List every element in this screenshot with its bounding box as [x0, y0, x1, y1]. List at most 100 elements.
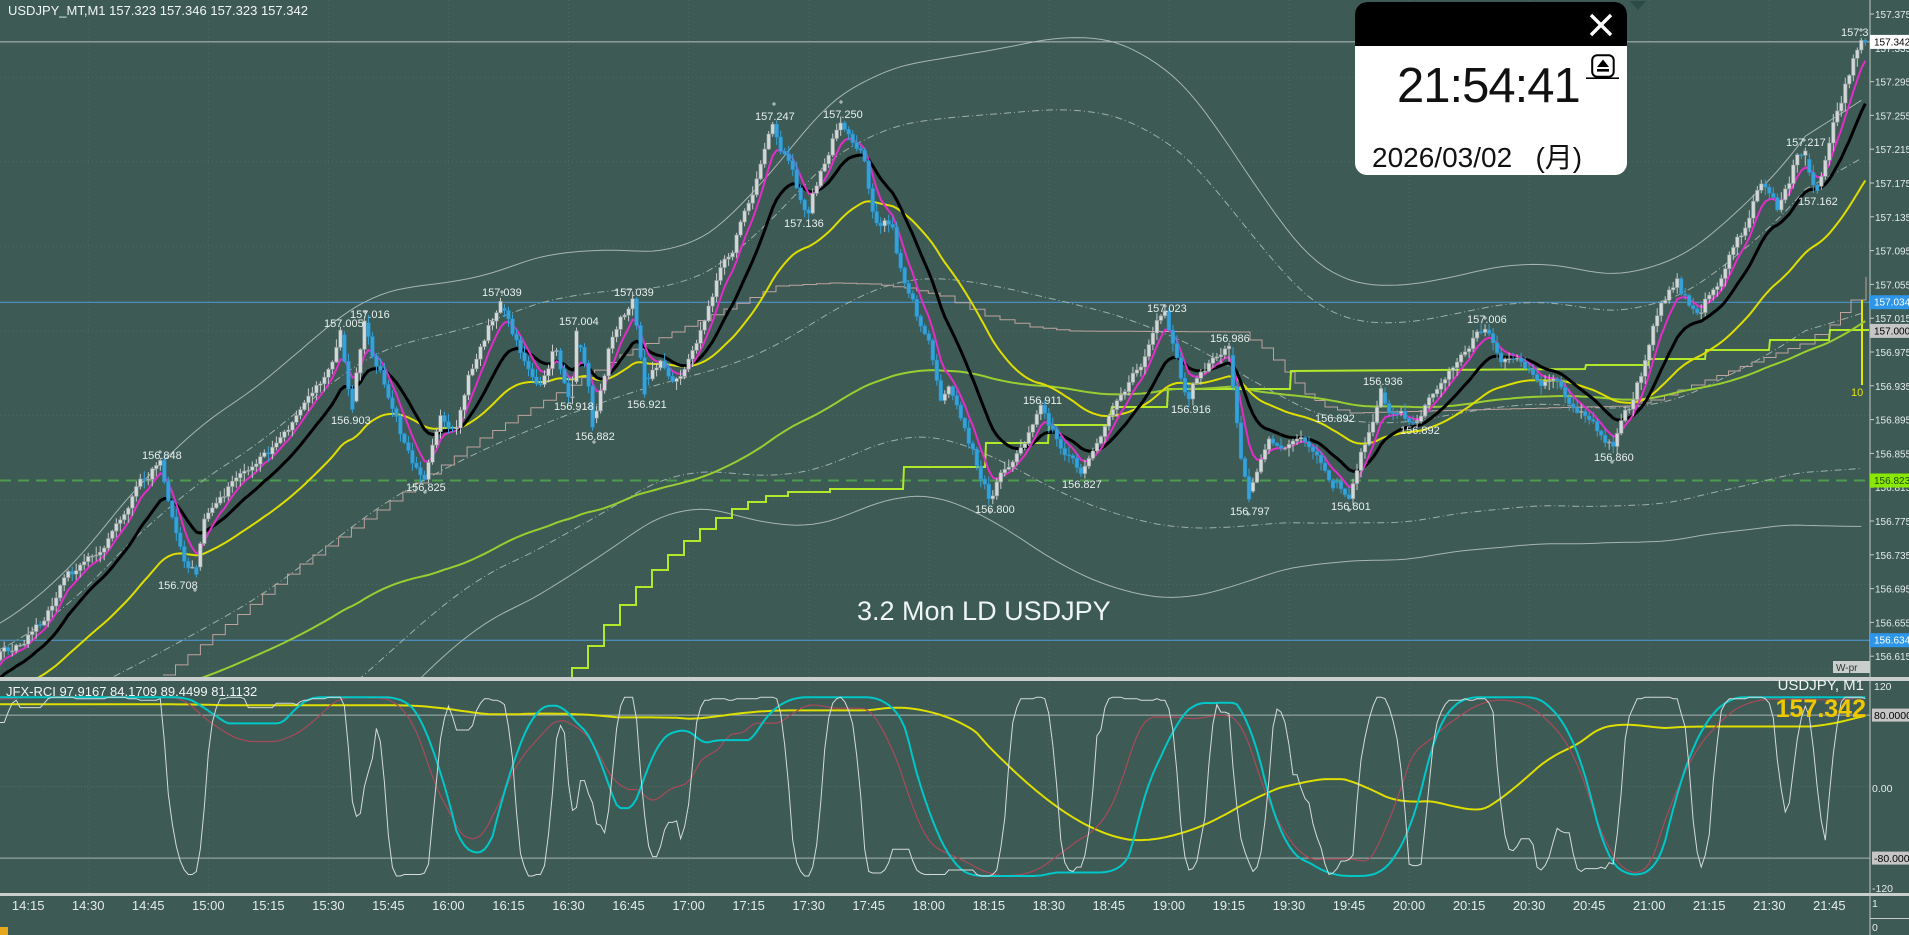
- svg-text:17:15: 17:15: [732, 898, 765, 913]
- svg-text:21:30: 21:30: [1753, 898, 1786, 913]
- svg-text:156.911: 156.911: [1023, 395, 1062, 407]
- svg-text:156.855: 156.855: [1875, 449, 1909, 460]
- svg-text:0: 0: [1872, 922, 1878, 934]
- svg-text:157.136: 157.136: [784, 218, 824, 230]
- svg-text:18:45: 18:45: [1093, 898, 1126, 913]
- svg-text:21:15: 21:15: [1693, 898, 1726, 913]
- svg-text:156.655: 156.655: [1875, 618, 1909, 629]
- svg-text:3.2 Mon LD USDJPY: 3.2 Mon LD USDJPY: [857, 596, 1111, 626]
- svg-text:16:45: 16:45: [612, 898, 645, 913]
- svg-text:156.801: 156.801: [1331, 501, 1371, 513]
- svg-text:157.342: 157.342: [1874, 37, 1909, 48]
- svg-text:17:45: 17:45: [852, 898, 885, 913]
- svg-text:156.797: 156.797: [1230, 506, 1270, 518]
- svg-text:157.055: 157.055: [1875, 280, 1909, 291]
- svg-text:156.708: 156.708: [158, 580, 198, 592]
- svg-text:157.005: 157.005: [324, 318, 364, 330]
- svg-text:157.375: 157.375: [1875, 10, 1909, 21]
- svg-text:19:30: 19:30: [1273, 898, 1306, 913]
- svg-text:18:15: 18:15: [973, 898, 1006, 913]
- svg-text:157.217: 157.217: [1786, 137, 1826, 149]
- svg-text:156.827: 156.827: [1062, 479, 1102, 491]
- svg-text:156.882: 156.882: [575, 431, 615, 443]
- svg-text:156.800: 156.800: [975, 504, 1015, 516]
- svg-text:W-pr: W-pr: [1836, 663, 1858, 674]
- svg-text:20:45: 20:45: [1573, 898, 1606, 913]
- svg-text:USDJPY, M1: USDJPY, M1: [1778, 677, 1864, 694]
- svg-text:USDJPY_MT,M1 157.323 157.346: USDJPY_MT,M1 157.323 157.346 157.323 157…: [8, 3, 308, 18]
- svg-text:157.006: 157.006: [1467, 314, 1507, 326]
- svg-text:20:15: 20:15: [1453, 898, 1486, 913]
- svg-text:156.895: 156.895: [1875, 416, 1909, 427]
- svg-text:156.634: 156.634: [1874, 636, 1909, 647]
- svg-text:15:45: 15:45: [372, 898, 405, 913]
- svg-text:156.848: 156.848: [142, 450, 182, 462]
- svg-text:20:30: 20:30: [1513, 898, 1546, 913]
- svg-text:1: 1: [1872, 898, 1878, 910]
- svg-text:17:00: 17:00: [672, 898, 705, 913]
- svg-text:156.916: 156.916: [1171, 404, 1211, 416]
- svg-text:157.034: 157.034: [1874, 298, 1909, 309]
- svg-text:17:30: 17:30: [792, 898, 825, 913]
- svg-text:156.615: 156.615: [1875, 652, 1909, 663]
- svg-text:15:30: 15:30: [312, 898, 345, 913]
- svg-text:157.250: 157.250: [823, 109, 863, 121]
- svg-text:157.004: 157.004: [559, 316, 599, 328]
- svg-text:120: 120: [1874, 681, 1892, 693]
- svg-text:10: 10: [1851, 387, 1863, 399]
- svg-text:156.975: 156.975: [1875, 348, 1909, 359]
- svg-text:0.00: 0.00: [1872, 783, 1893, 795]
- svg-text:14:45: 14:45: [132, 898, 165, 913]
- svg-text:157.3: 157.3: [1841, 27, 1869, 39]
- svg-text:18:00: 18:00: [912, 898, 945, 913]
- svg-text:157.215: 157.215: [1875, 145, 1909, 156]
- svg-text:156.921: 156.921: [627, 399, 667, 411]
- svg-text:15:15: 15:15: [252, 898, 285, 913]
- svg-text:156.935: 156.935: [1875, 382, 1909, 393]
- svg-text:156.892: 156.892: [1315, 413, 1355, 425]
- svg-text:157.000: 157.000: [1874, 326, 1909, 337]
- svg-text:18:30: 18:30: [1033, 898, 1066, 913]
- svg-text:156.695: 156.695: [1875, 585, 1909, 596]
- svg-text:157.039: 157.039: [614, 287, 654, 299]
- svg-text:156.860: 156.860: [1594, 452, 1634, 464]
- svg-text:19:00: 19:00: [1153, 898, 1186, 913]
- svg-text:80.0000: 80.0000: [1874, 710, 1909, 722]
- svg-text:157.162: 157.162: [1798, 196, 1838, 208]
- svg-text:-80.0000: -80.0000: [1874, 853, 1909, 865]
- svg-text:19:45: 19:45: [1333, 898, 1366, 913]
- svg-text:JFX-RCI 97.9167 84.1709 89.449: JFX-RCI 97.9167 84.1709 89.4499 81.1132: [6, 684, 257, 699]
- svg-text:156.823: 156.823: [1874, 476, 1909, 487]
- svg-text:157.342: 157.342: [1776, 695, 1866, 723]
- svg-text:157.023: 157.023: [1147, 303, 1187, 315]
- svg-text:156.986: 156.986: [1210, 333, 1250, 345]
- svg-text:157.095: 157.095: [1875, 247, 1909, 258]
- svg-text:156.903: 156.903: [331, 415, 371, 427]
- svg-text:16:30: 16:30: [552, 898, 585, 913]
- svg-text:-120: -120: [1872, 883, 1893, 895]
- svg-text:156.815: 156.815: [1875, 483, 1909, 494]
- svg-text:157.016: 157.016: [350, 309, 390, 321]
- svg-text:21:00: 21:00: [1633, 898, 1666, 913]
- svg-text:157.135: 157.135: [1875, 213, 1909, 224]
- svg-text:20:00: 20:00: [1393, 898, 1426, 913]
- svg-text:157.247: 157.247: [755, 111, 795, 123]
- svg-text:15:00: 15:00: [192, 898, 225, 913]
- svg-text:157.015: 157.015: [1875, 314, 1909, 325]
- svg-text:157.255: 157.255: [1875, 111, 1909, 122]
- svg-text:156.735: 156.735: [1875, 551, 1909, 562]
- svg-text:156.936: 156.936: [1363, 376, 1403, 388]
- svg-text:16:15: 16:15: [492, 898, 525, 913]
- svg-text:156.775: 156.775: [1875, 517, 1909, 528]
- svg-text:21:45: 21:45: [1813, 898, 1846, 913]
- svg-text:156.825: 156.825: [406, 482, 446, 494]
- svg-text:157.295: 157.295: [1875, 78, 1909, 89]
- svg-text:156.892: 156.892: [1400, 425, 1440, 437]
- svg-text:157.175: 157.175: [1875, 179, 1909, 190]
- svg-text:14:15: 14:15: [12, 898, 45, 913]
- svg-text:16:00: 16:00: [432, 898, 465, 913]
- svg-text:156.918: 156.918: [554, 401, 594, 413]
- svg-text:19:15: 19:15: [1213, 898, 1246, 913]
- svg-text:14:30: 14:30: [72, 898, 105, 913]
- svg-text:157.335: 157.335: [1875, 44, 1909, 55]
